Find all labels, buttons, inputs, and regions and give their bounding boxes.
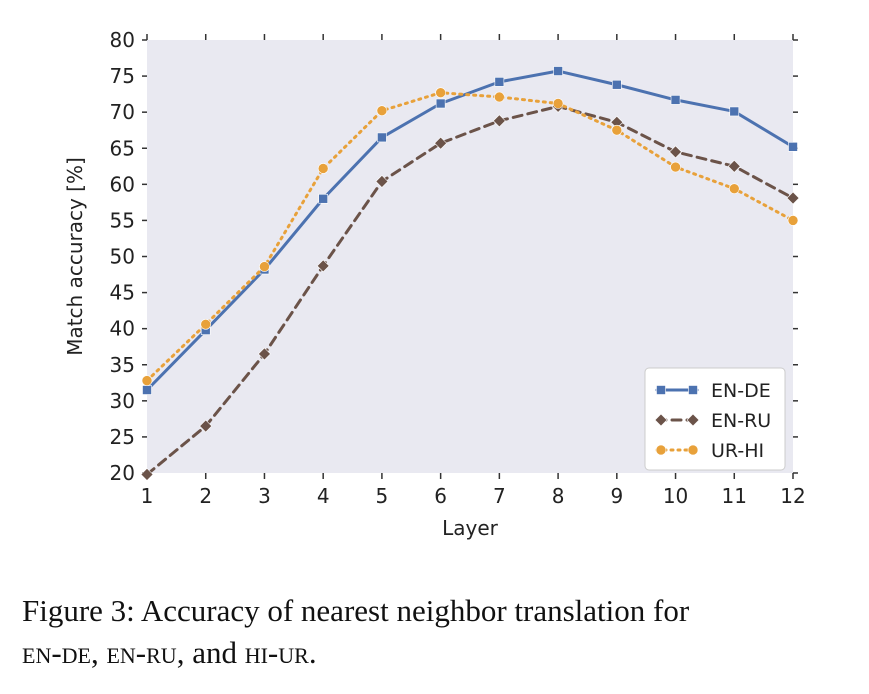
x-tick-label: 4 — [317, 484, 330, 508]
data-point-en-ru — [375, 175, 389, 188]
data-point-en-de — [142, 385, 152, 395]
y-tick-label: 20 — [110, 461, 135, 485]
data-point-en-ru — [786, 191, 800, 205]
caption-label: Figure 3: — [22, 593, 135, 628]
x-tick-label: 1 — [141, 484, 154, 508]
data-point-en-de — [788, 142, 798, 152]
x-tick-label: 2 — [199, 484, 212, 508]
series-line-ur-hi — [145, 91, 795, 383]
y-tick-label: 45 — [110, 281, 135, 305]
data-point-en-de — [494, 77, 505, 87]
data-point-ur-hi — [317, 163, 329, 174]
figure-caption: Figure 3: Accuracy of nearest neighbor t… — [22, 590, 862, 674]
legend-marker-ur-hi — [655, 444, 667, 456]
data-point-en-de — [670, 95, 681, 105]
data-point-en-ru — [669, 145, 682, 159]
caption-sep-2: , and — [176, 635, 245, 670]
y-tick-label: 70 — [110, 100, 135, 124]
data-point-ur-hi — [200, 319, 212, 330]
data-point-en-de — [612, 79, 622, 90]
caption-text: Accuracy of nearest neighbor translation… — [134, 593, 690, 628]
data-point-ur-hi — [611, 124, 623, 136]
data-point-en-ru — [727, 159, 741, 173]
x-tick-label: 3 — [258, 484, 271, 508]
data-point-ur-hi — [141, 375, 153, 386]
caption-pair-3: hi-ur — [244, 635, 309, 670]
data-point-ur-hi — [376, 105, 388, 117]
data-point-ur-hi — [728, 183, 740, 194]
legend-box — [644, 367, 786, 471]
x-tick-label: 10 — [663, 484, 688, 508]
data-point-en-ru — [199, 419, 213, 433]
legend-marker-en-de — [656, 385, 666, 395]
y-tick-label: 25 — [110, 425, 135, 449]
data-point-en-de — [318, 193, 328, 204]
legend-label-en-ru: EN-RU — [711, 410, 771, 432]
legend-label-en-de: EN-DE — [711, 380, 771, 402]
data-point-ur-hi — [259, 261, 270, 272]
data-point-ur-hi — [552, 98, 564, 109]
data-point-en-ru — [434, 136, 448, 150]
data-point-en-de — [435, 98, 446, 109]
data-point-en-ru — [140, 468, 154, 481]
data-point-en-de — [553, 66, 563, 76]
series-line-en-ru — [145, 104, 795, 476]
caption-pair-2: en-ru — [106, 635, 177, 670]
series-layer — [140, 66, 800, 481]
data-point-en-ru — [258, 347, 271, 361]
x-axis-title: Layer — [442, 516, 499, 540]
legend-marker-en-de — [688, 385, 698, 395]
data-point-en-de — [377, 132, 387, 143]
chart-figure: 20 25 30 35 40 45 50 55 60 65 70 75 80 1 2 3 4 5 6 7 8 9 10 11 1… — [63, 28, 806, 540]
data-point-en-de — [729, 106, 740, 117]
series-en-ru — [140, 99, 800, 481]
x-tick-label: 12 — [780, 484, 805, 508]
x-tick-label: 6 — [434, 484, 447, 508]
x-tick-label: 9 — [610, 484, 623, 508]
legend: EN-DE EN-RU UR-HI — [644, 367, 786, 471]
data-point-en-ru — [316, 259, 330, 273]
y-tick-label: 60 — [110, 172, 135, 196]
data-point-ur-hi — [494, 91, 505, 103]
y-tick-label: 55 — [110, 208, 135, 232]
series-ur-hi — [141, 87, 799, 386]
x-tick-label: 7 — [493, 484, 506, 508]
y-tick-label: 30 — [110, 389, 135, 413]
data-point-ur-hi — [435, 87, 446, 98]
y-axis-title: Match accuracy [%] — [63, 157, 87, 356]
y-tick-label: 80 — [110, 28, 135, 52]
caption-sep-1: , — [90, 635, 107, 670]
legend-label-ur-hi: UR-HI — [711, 440, 764, 462]
legend-marker-en-ru — [686, 413, 700, 427]
x-tick-label: 11 — [722, 484, 747, 508]
caption-pair-1: en-de — [22, 635, 91, 670]
data-point-en-ru — [492, 114, 506, 128]
caption-end: . — [308, 635, 317, 670]
data-point-ur-hi — [787, 215, 799, 226]
y-tick-label: 75 — [110, 64, 135, 88]
legend-marker-ur-hi — [687, 444, 699, 456]
legend-marker-en-ru — [654, 413, 668, 427]
series-en-de — [142, 66, 798, 395]
y-tick-label: 35 — [110, 353, 135, 377]
data-point-ur-hi — [670, 161, 681, 173]
y-tick-label: 50 — [110, 245, 135, 269]
x-tick-label: 5 — [376, 484, 389, 508]
y-tick-label: 40 — [110, 317, 135, 341]
series-line-en-de — [145, 69, 795, 392]
x-tick-label: 8 — [552, 484, 565, 508]
y-tick-label: 65 — [110, 136, 135, 160]
